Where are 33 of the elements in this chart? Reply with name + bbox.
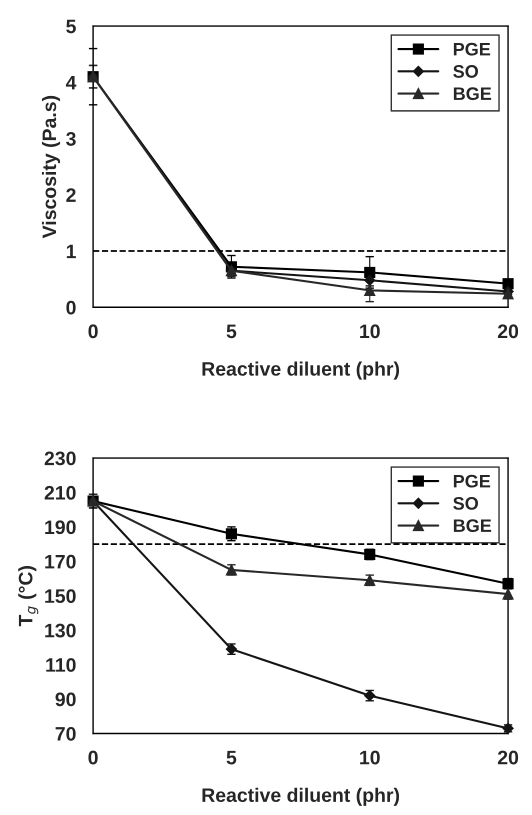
- y-axis-title: Viscosity (Pa.s): [42, 96, 60, 238]
- y-tick-label: 90: [55, 692, 76, 706]
- y-tick-label: 130: [45, 624, 76, 638]
- y-tick-label: 170: [45, 554, 76, 569]
- y-tick-label: 1: [66, 244, 76, 258]
- y-tick-label: 190: [45, 520, 76, 534]
- x-tick-label: 0: [88, 750, 98, 764]
- legend-label: BGE: [454, 519, 492, 532]
- x-axis-title: Reactive diluent (phr): [202, 788, 400, 806]
- x-tick-label: 5: [226, 324, 236, 338]
- y-axis-title: T$_{g}$ (°C): [18, 566, 38, 626]
- y-tick-label: 2: [66, 188, 76, 202]
- y-tick-label: 110: [46, 658, 76, 672]
- y-tick-label: 70: [56, 726, 76, 741]
- legend-label: PGE: [454, 474, 490, 488]
- y-tick-label: 5: [66, 20, 76, 34]
- y-tick-label: 0: [66, 300, 76, 314]
- y-tick-label: 4: [66, 76, 76, 90]
- y-tick-label: 210: [44, 486, 76, 500]
- x-axis-title: Reactive diluent (phr): [202, 361, 400, 380]
- y-tick-label: 150: [45, 589, 76, 603]
- x-tick-label: 0: [88, 324, 98, 338]
- x-tick-label: 10: [360, 750, 380, 764]
- x-tick-label: 20: [498, 750, 518, 764]
- legend-label: BGE: [454, 87, 492, 100]
- x-tick-label: 20: [498, 324, 518, 338]
- legend-label: SO: [453, 65, 478, 78]
- x-tick-label: 10: [360, 324, 380, 338]
- y-tick-label: 230: [44, 452, 76, 466]
- legend-label: SO: [453, 497, 478, 510]
- legend-label: PGE: [454, 42, 490, 56]
- y-tick-label: 3: [66, 132, 76, 146]
- x-tick-label: 5: [226, 750, 236, 764]
